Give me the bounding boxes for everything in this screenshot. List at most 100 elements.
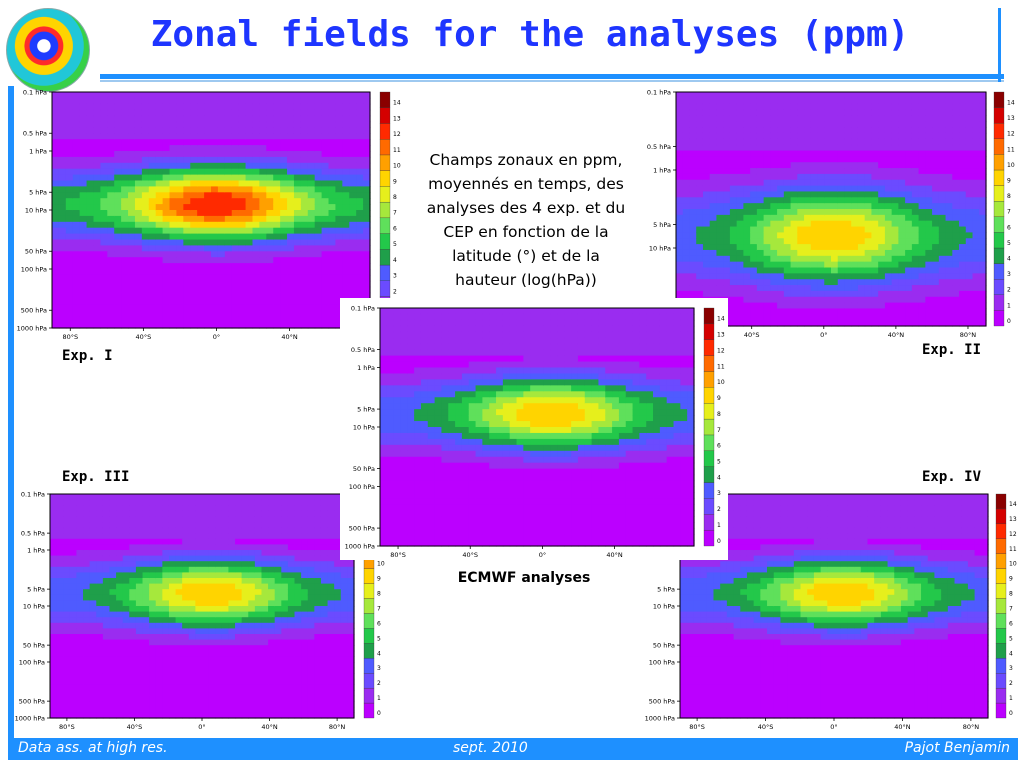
heatmap-cell [76, 690, 84, 697]
heatmap-cell [116, 550, 124, 557]
heatmap-cell [328, 322, 337, 329]
heatmap-cell [777, 121, 785, 128]
heatmap-cell [135, 494, 144, 501]
heatmap-cell [190, 92, 198, 99]
heatmap-cell [925, 92, 933, 99]
heatmap-cell [321, 198, 330, 205]
heatmap-cell [293, 204, 302, 211]
heatmap-cell [197, 97, 205, 105]
heatmap-cell [169, 274, 178, 282]
heatmap-cell [676, 144, 684, 152]
heatmap-cell [79, 227, 88, 235]
heatmap-cell [851, 185, 859, 193]
heatmap-cell [878, 209, 886, 216]
heatmap-cell [682, 127, 691, 134]
heatmap-cell [129, 634, 137, 641]
heatmap-cell [197, 263, 205, 270]
heatmap-cell [135, 622, 144, 629]
heatmap-cell [86, 109, 95, 117]
heatmap-cell [945, 290, 953, 298]
heatmap-cell [141, 186, 150, 193]
heatmap-cell [878, 173, 886, 181]
heatmap-cell [314, 145, 323, 152]
heatmap-cell [142, 494, 150, 501]
heatmap-cell [736, 249, 744, 257]
heatmap-cell [83, 538, 91, 545]
heatmap-cell [83, 505, 91, 512]
heatmap-cell [217, 168, 226, 176]
heatmap-cell [96, 527, 104, 534]
y-tick-label: 0.1 hPa [23, 89, 47, 97]
heatmap-cell [797, 296, 805, 304]
heatmap-cell [266, 233, 274, 241]
heatmap-cell [168, 667, 177, 674]
heatmap-cell [790, 103, 798, 111]
heatmap-cell [72, 115, 81, 123]
heatmap-cell [109, 617, 117, 624]
heatmap-cell [217, 115, 226, 123]
heatmap-cell [972, 238, 980, 245]
heatmap-cell [259, 263, 267, 270]
heatmap-cell [231, 239, 240, 246]
heatmap-cell [918, 320, 926, 327]
heatmap-cell [280, 269, 288, 276]
heatmap-cell [321, 310, 330, 317]
heatmap-cell [116, 667, 124, 674]
heatmap-cell [938, 138, 947, 146]
heatmap-cell [817, 185, 825, 193]
heatmap-cell [162, 550, 170, 557]
heatmap-cell [743, 255, 751, 263]
heatmap-cell [743, 173, 751, 181]
heatmap-cell [307, 180, 316, 187]
colorbar-label: 11 [393, 147, 401, 154]
heatmap-cell [280, 310, 288, 317]
heatmap-cell [190, 215, 198, 223]
heatmap-cell [129, 544, 137, 551]
heatmap-cell [102, 662, 111, 669]
heatmap-cell [89, 583, 97, 590]
heatmap-cell [114, 210, 122, 217]
heatmap-cell [321, 168, 330, 176]
heatmap-cell [252, 198, 260, 205]
heatmap-cell [208, 600, 216, 607]
heatmap-cell [129, 673, 137, 680]
heatmap-cell [314, 221, 323, 229]
heatmap-cell [176, 121, 184, 128]
heatmap-cell [114, 245, 122, 252]
heatmap-cell [335, 192, 343, 199]
heatmap-cell [169, 103, 178, 111]
heatmap-cell [102, 589, 111, 596]
heatmap-cell [221, 611, 230, 618]
heatmap-cell [169, 257, 178, 264]
heatmap-cell [211, 221, 219, 229]
heatmap-cell [952, 214, 960, 222]
heatmap-cell [777, 249, 785, 257]
heatmap-cell [709, 132, 718, 140]
heatmap-cell [307, 292, 316, 300]
heatmap-cell [155, 174, 164, 182]
heatmap-cell [307, 156, 316, 164]
heatmap-cell [280, 286, 288, 294]
heatmap-cell [208, 566, 216, 573]
heatmap-cell [72, 316, 81, 323]
heatmap-cell [183, 145, 191, 152]
heatmap-cell [107, 168, 115, 176]
colorbar-swatch [379, 264, 391, 281]
heatmap-cell [307, 162, 316, 170]
heatmap-cell [342, 151, 350, 158]
heatmap-cell [321, 186, 330, 193]
heatmap-cell [871, 109, 879, 116]
heatmap-cell [241, 594, 249, 601]
heatmap-cell [763, 115, 771, 122]
heatmap-cell [228, 600, 236, 607]
heatmap-cell [129, 639, 137, 646]
heatmap-cell [790, 267, 798, 274]
heatmap-cell [149, 510, 157, 517]
heatmap-cell [89, 617, 97, 624]
heatmap-cell [79, 274, 88, 282]
heatmap-cell [224, 280, 233, 288]
heatmap-cell [211, 269, 219, 276]
heatmap-cell [102, 678, 111, 685]
y-tick-label: 10 hPa [25, 207, 47, 215]
heatmap-cell [979, 273, 987, 280]
